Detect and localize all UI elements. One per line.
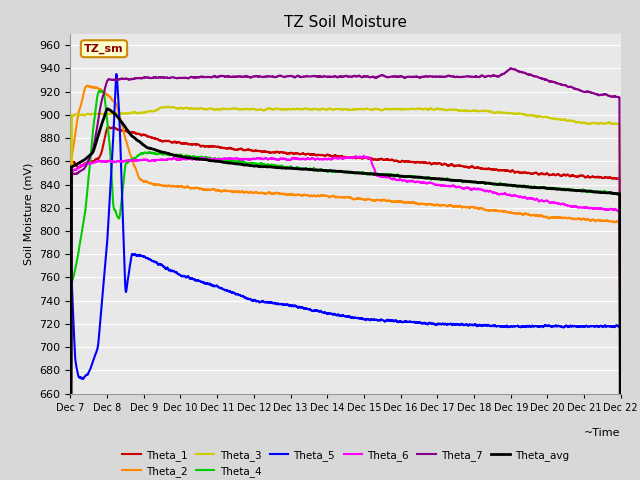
Theta_4 xyxy=(184,153,192,159)
Theta_7 xyxy=(220,73,228,79)
Theta_7 xyxy=(507,65,515,71)
Theta_7 xyxy=(617,467,625,472)
Line: Theta_3: Theta_3 xyxy=(70,107,621,480)
Line: Theta_avg: Theta_avg xyxy=(70,109,621,480)
Theta_6 xyxy=(360,153,367,159)
Theta_5 xyxy=(565,323,573,329)
Line: Theta_2: Theta_2 xyxy=(70,86,621,480)
Theta_3 xyxy=(163,104,171,109)
Theta_3 xyxy=(399,106,407,112)
Line: Theta_6: Theta_6 xyxy=(70,156,621,480)
Line: Theta_5: Theta_5 xyxy=(70,74,621,480)
Theta_3 xyxy=(220,106,228,111)
Theta_avg xyxy=(565,187,573,193)
Theta_2 xyxy=(399,200,407,205)
Theta_6 xyxy=(565,203,573,209)
Theta_4 xyxy=(409,173,417,179)
Theta_6 xyxy=(184,156,192,162)
Theta_avg xyxy=(104,106,111,112)
Theta_1 xyxy=(565,172,573,178)
Theta_6 xyxy=(220,156,228,162)
Theta_6 xyxy=(399,177,407,183)
Theta_1 xyxy=(104,124,112,130)
Theta_avg xyxy=(399,173,407,179)
Theta_avg xyxy=(220,160,228,166)
Theta_1 xyxy=(220,145,228,151)
Theta_5 xyxy=(617,427,625,433)
Theta_4 xyxy=(97,88,105,94)
Theta_5 xyxy=(220,287,228,292)
Theta_5 xyxy=(113,71,120,77)
Line: Theta_1: Theta_1 xyxy=(70,127,621,480)
Theta_2 xyxy=(565,215,573,221)
Theta_3 xyxy=(409,106,417,112)
Theta_avg xyxy=(409,174,417,180)
Theta_5 xyxy=(184,274,192,279)
Theta_7 xyxy=(565,84,573,90)
Theta_4 xyxy=(617,432,625,438)
Theta_3 xyxy=(565,118,573,124)
Theta_7 xyxy=(184,75,192,81)
Theta_1 xyxy=(184,142,192,147)
Theta_avg xyxy=(184,155,192,161)
Theta_1 xyxy=(399,158,407,164)
Theta_4 xyxy=(565,187,573,193)
Theta_2 xyxy=(220,187,228,193)
Theta_7 xyxy=(409,74,417,80)
Theta_6 xyxy=(409,178,417,184)
Theta_5 xyxy=(399,319,407,325)
Title: TZ Soil Moisture: TZ Soil Moisture xyxy=(284,15,407,30)
Theta_2 xyxy=(409,199,417,205)
Text: ~Time: ~Time xyxy=(584,428,621,438)
Theta_7 xyxy=(399,74,407,80)
Theta_5 xyxy=(409,319,417,325)
Theta_3 xyxy=(184,106,192,111)
Line: Theta_4: Theta_4 xyxy=(70,91,621,480)
Text: TZ_sm: TZ_sm xyxy=(84,44,124,54)
Theta_1 xyxy=(409,159,417,165)
Theta_2 xyxy=(184,184,192,190)
Legend: Theta_1, Theta_2, Theta_3, Theta_4, Theta_5, Theta_6, Theta_7, Theta_avg: Theta_1, Theta_2, Theta_3, Theta_4, Thet… xyxy=(118,445,573,480)
Theta_4 xyxy=(399,174,407,180)
Theta_2 xyxy=(84,83,92,89)
Y-axis label: Soil Moisture (mV): Soil Moisture (mV) xyxy=(24,162,34,265)
Line: Theta_7: Theta_7 xyxy=(70,68,621,480)
Theta_4 xyxy=(220,157,228,163)
